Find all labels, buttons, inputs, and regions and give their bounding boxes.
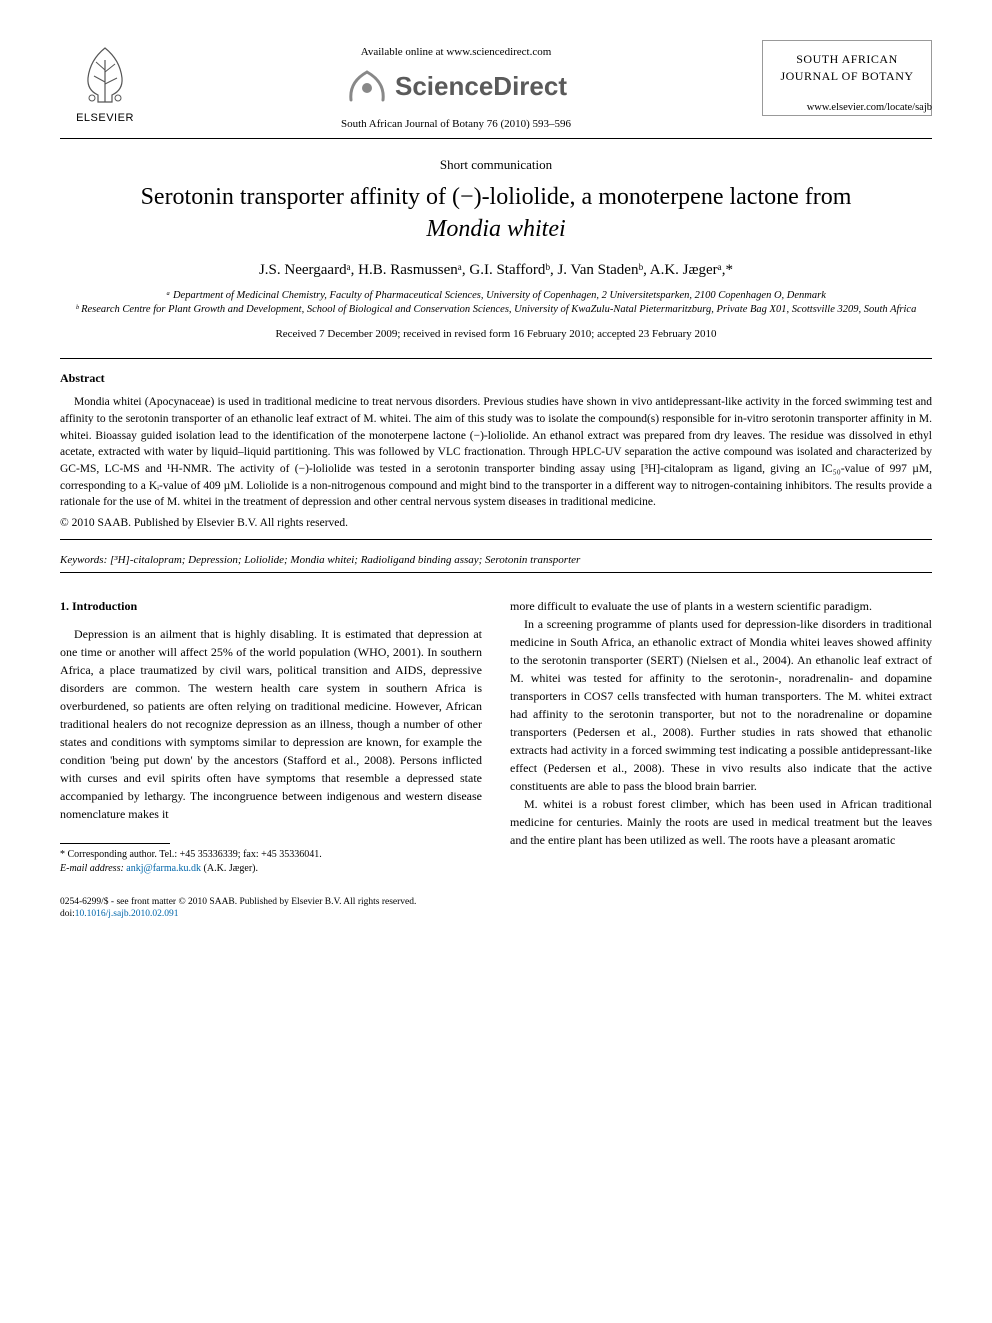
abstract-heading: Abstract (60, 371, 932, 386)
elsevier-label: ELSEVIER (76, 112, 134, 124)
corresponding-author: * Corresponding author. Tel.: +45 353363… (60, 848, 482, 862)
journal-url[interactable]: www.elsevier.com/locate/sajb (762, 102, 932, 113)
paragraph: M. whitei is a robust forest climber, wh… (510, 795, 932, 849)
keywords-label: Keywords: (60, 554, 107, 566)
center-header: Available online at www.sciencedirect.co… (150, 40, 762, 130)
affiliation-a: ᵃ Department of Medicinal Chemistry, Fac… (60, 289, 932, 304)
journal-reference: South African Journal of Botany 76 (2010… (150, 118, 762, 130)
sciencedirect-swoosh-icon (345, 64, 389, 108)
section-heading: 1. Introduction (60, 597, 482, 615)
keywords-row: Keywords: [³H]-citalopram; Depression; L… (60, 548, 932, 573)
elsevier-logo-block: ELSEVIER (60, 40, 150, 124)
page-footer: 0254-6299/$ - see front matter © 2010 SA… (60, 896, 932, 921)
title-species: Mondia whitei (426, 216, 565, 242)
title-main: Serotonin transporter affinity of (−)-lo… (141, 184, 852, 210)
email-suffix: (A.K. Jæger). (204, 863, 258, 874)
doi-label: doi: (60, 909, 75, 919)
footnotes: * Corresponding author. Tel.: +45 353363… (60, 848, 482, 876)
journal-box-wrapper: SOUTH AFRICAN JOURNAL OF BOTANY www.else… (762, 40, 932, 119)
column-right: more difficult to evaluate the use of pl… (510, 597, 932, 876)
page: ELSEVIER Available online at www.science… (0, 0, 992, 951)
footnote-rule (60, 843, 170, 844)
article-type: Short communication (60, 157, 932, 173)
article-dates: Received 7 December 2009; received in re… (60, 328, 932, 340)
authors-list: J.S. Neergaardᵃ, H.B. Rasmussenᵃ, G.I. S… (60, 262, 932, 279)
article-title: Serotonin transporter affinity of (−)-lo… (60, 181, 932, 246)
abstract-body: Mondia whitei (Apocynaceae) is used in t… (60, 394, 932, 511)
affiliations: ᵃ Department of Medicinal Chemistry, Fac… (60, 289, 932, 318)
elsevier-tree-icon (70, 40, 140, 110)
email-line: E-mail address: ankj@farma.ku.dk (A.K. J… (60, 862, 482, 876)
paragraph: more difficult to evaluate the use of pl… (510, 597, 932, 615)
column-left: 1. Introduction Depression is an ailment… (60, 597, 482, 876)
header-row: ELSEVIER Available online at www.science… (60, 40, 932, 130)
sciencedirect-text: ScienceDirect (395, 71, 567, 102)
keywords-list: [³H]-citalopram; Depression; Loliolide; … (110, 554, 580, 566)
email-label: E-mail address: (60, 863, 124, 874)
footer-copyright: 0254-6299/$ - see front matter © 2010 SA… (60, 896, 932, 908)
footer-doi-line: doi:10.1016/j.sajb.2010.02.091 (60, 908, 932, 920)
affiliation-b: ᵇ Research Centre for Plant Growth and D… (60, 303, 932, 318)
sciencedirect-logo: ScienceDirect (345, 64, 567, 108)
body-columns: 1. Introduction Depression is an ailment… (60, 597, 932, 876)
journal-name-line1: SOUTH AFRICAN (769, 51, 925, 68)
header-rule (60, 138, 932, 139)
abstract-copyright: © 2010 SAAB. Published by Elsevier B.V. … (60, 517, 932, 529)
paragraph: In a screening programme of plants used … (510, 615, 932, 795)
available-online-text: Available online at www.sciencedirect.co… (150, 46, 762, 58)
journal-name-line2: JOURNAL OF BOTANY (769, 68, 925, 85)
paragraph: Depression is an ailment that is highly … (60, 625, 482, 823)
abstract-block: Abstract Mondia whitei (Apocynaceae) is … (60, 358, 932, 540)
email-address[interactable]: ankj@farma.ku.dk (126, 863, 201, 874)
doi-link[interactable]: 10.1016/j.sajb.2010.02.091 (75, 909, 179, 919)
